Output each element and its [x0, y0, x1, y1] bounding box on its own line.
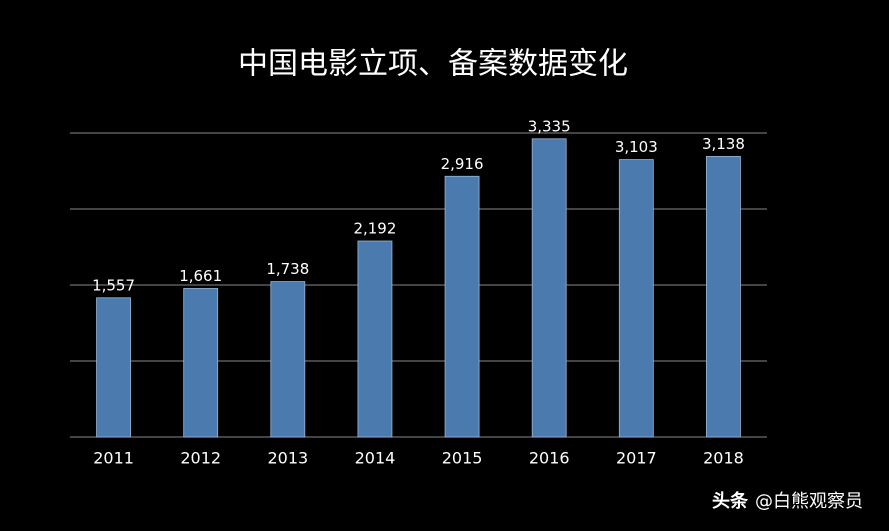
watermark-handle: @白熊观察员 — [755, 491, 863, 512]
x-tick-label: 2013 — [267, 449, 308, 468]
bar — [531, 138, 567, 438]
x-tick-label: 2014 — [355, 449, 396, 468]
x-tick-label: 2018 — [703, 449, 744, 468]
bar — [706, 156, 741, 438]
x-tick-label: 2012 — [180, 449, 221, 468]
x-tick-label: 2016 — [529, 449, 570, 468]
value-label: 3,335 — [528, 117, 571, 135]
value-label: 3,138 — [702, 135, 745, 153]
value-label: 3,103 — [615, 138, 658, 156]
value-label: 1,661 — [179, 267, 222, 285]
bar — [183, 288, 219, 438]
value-label: 1,557 — [92, 276, 135, 294]
bar — [444, 175, 480, 438]
x-tick-label: 2017 — [616, 449, 657, 468]
watermark-app: 头条 — [712, 490, 749, 512]
value-label: 2,916 — [441, 155, 484, 173]
bar — [357, 240, 393, 438]
chart-title: 中国电影立项、备案数据变化 — [238, 47, 628, 82]
value-label: 2,192 — [353, 220, 396, 238]
bar — [96, 297, 131, 438]
bar — [270, 281, 306, 438]
value-label: 1,738 — [266, 260, 309, 278]
x-tick-label: 2015 — [442, 449, 483, 468]
x-tick-label: 2011 — [93, 449, 134, 468]
bar — [618, 159, 654, 438]
